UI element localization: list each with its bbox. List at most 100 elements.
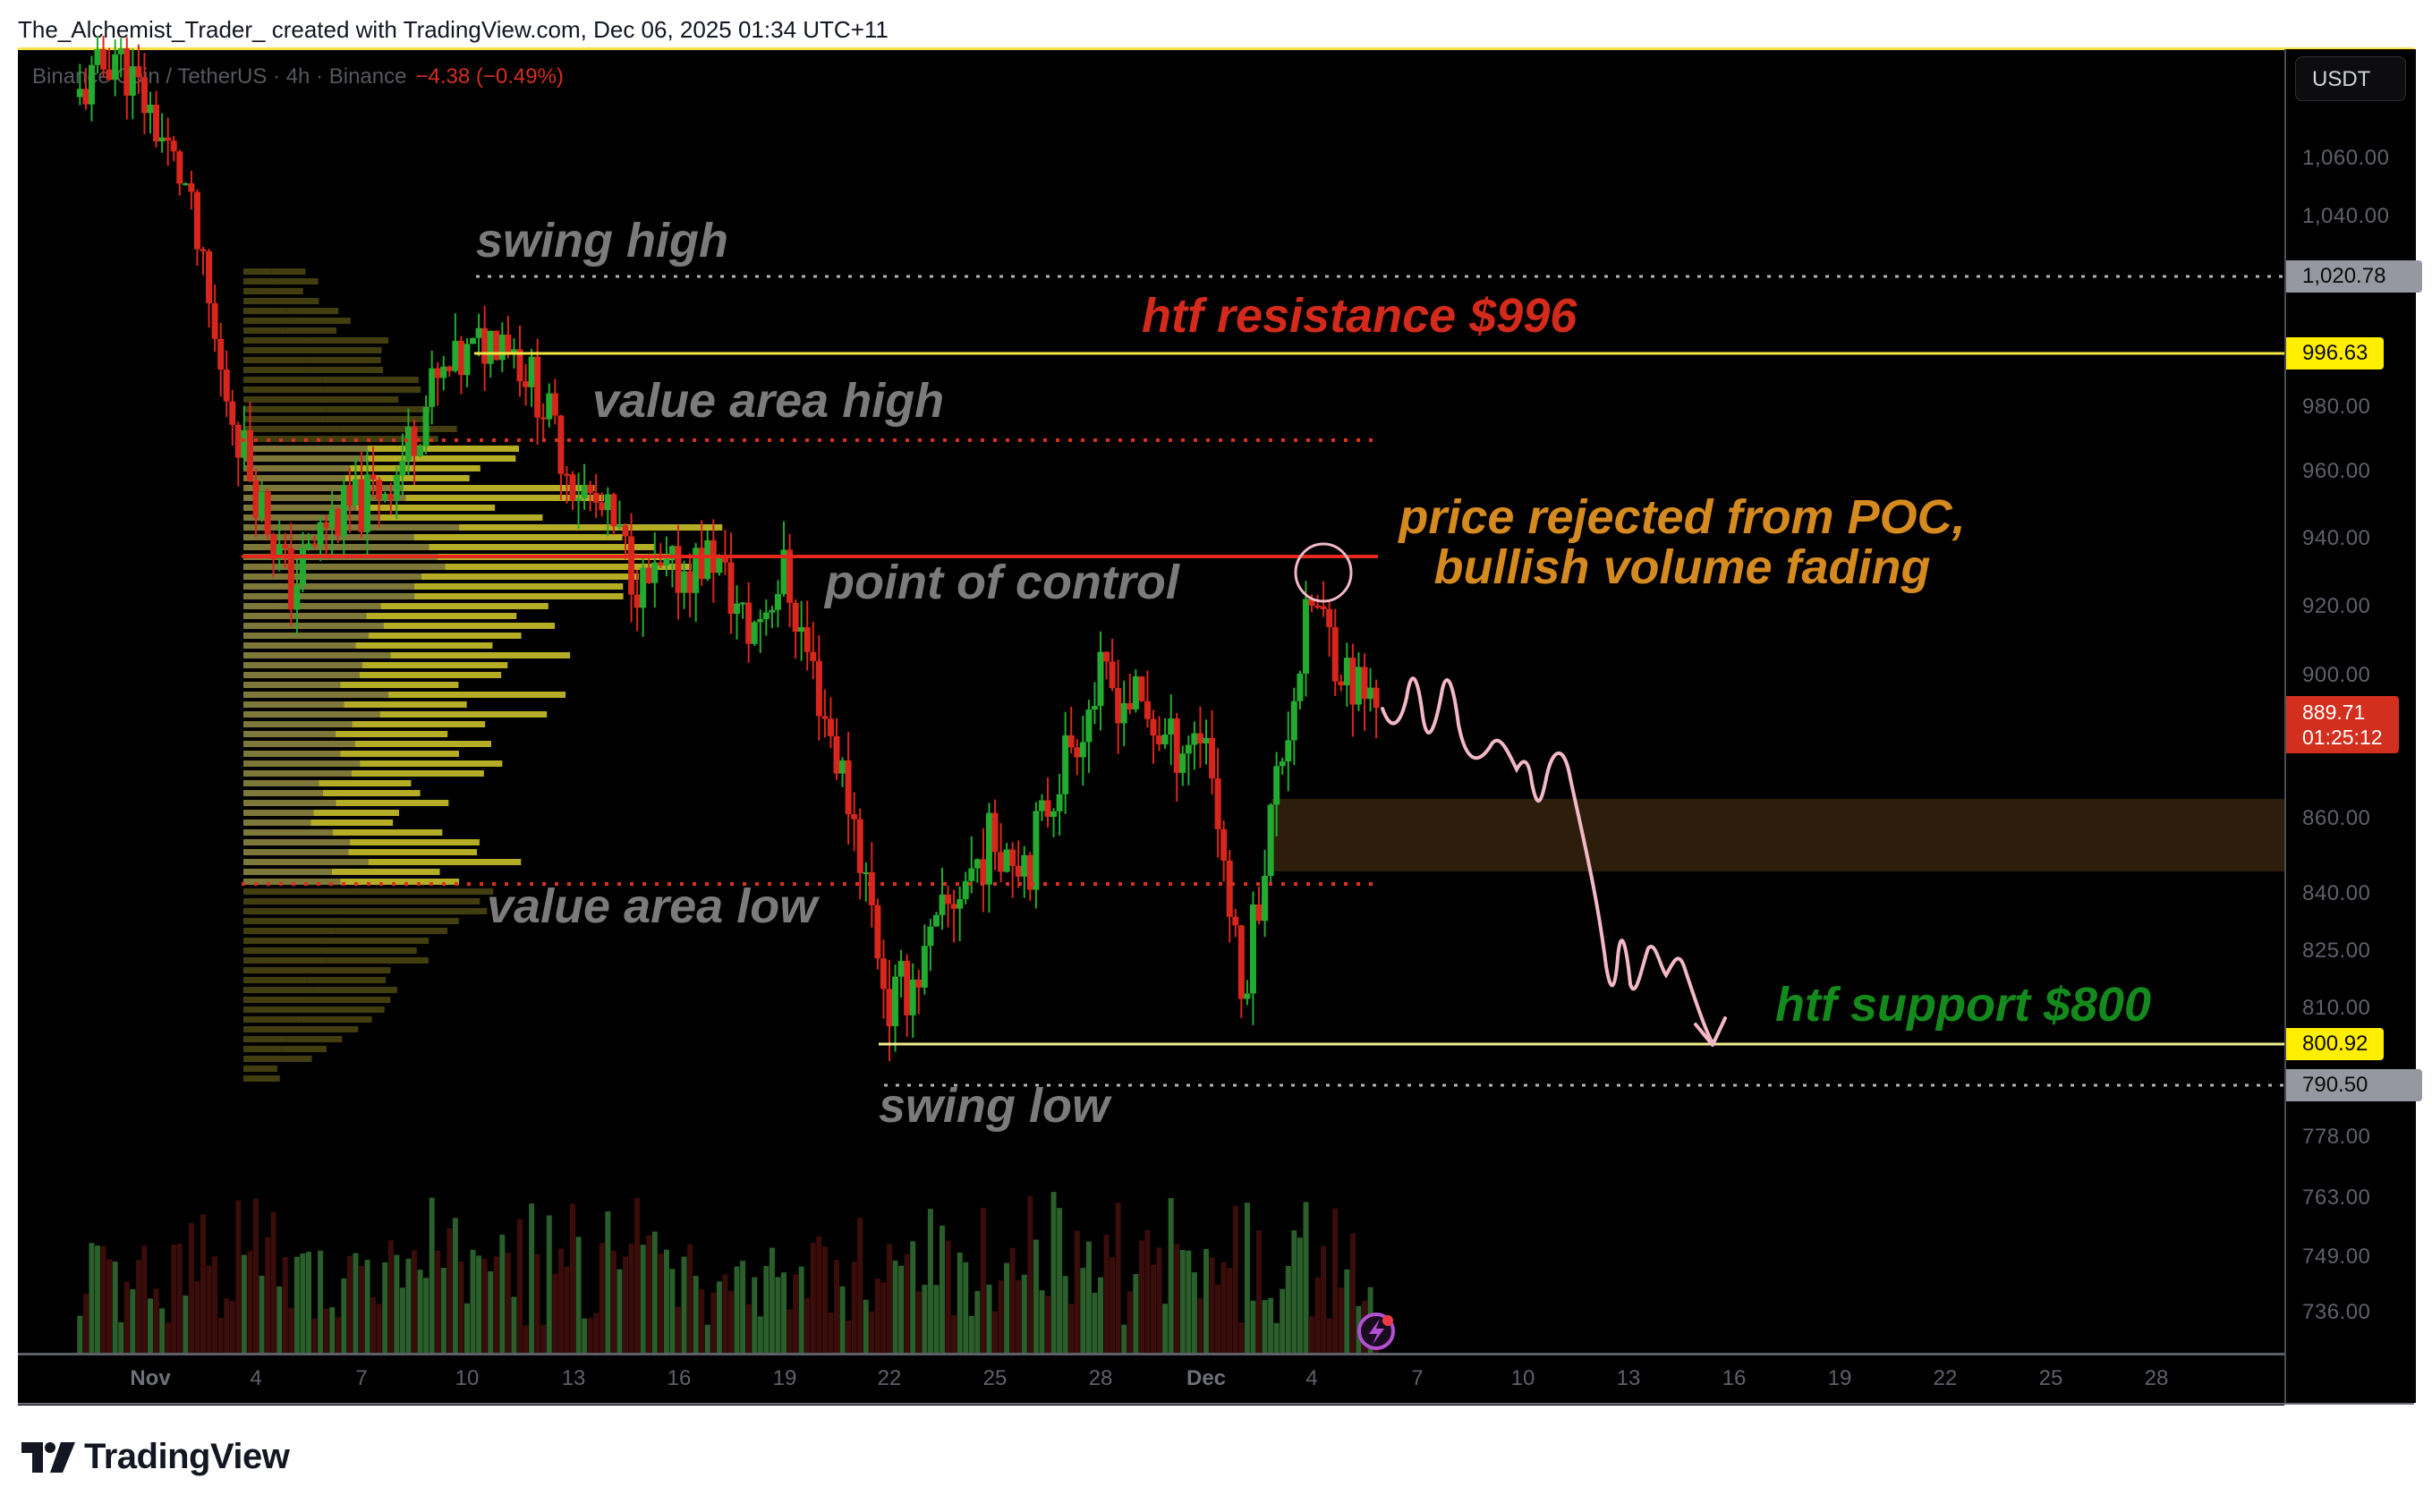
candle-body[interactable] — [352, 479, 359, 505]
candle-body[interactable] — [880, 958, 887, 990]
candle-body[interactable] — [493, 330, 500, 361]
candle-body[interactable] — [932, 914, 940, 927]
candle-body[interactable] — [100, 48, 107, 70]
candle-body[interactable] — [1103, 651, 1110, 662]
candle-body[interactable] — [845, 760, 852, 815]
candle-body[interactable] — [628, 536, 635, 595]
candle-body[interactable] — [569, 474, 576, 501]
candle-body[interactable] — [241, 429, 248, 458]
candle-body[interactable] — [1026, 854, 1033, 890]
candle-body[interactable] — [1326, 608, 1333, 627]
annotation-swing-low[interactable]: swing low — [879, 1079, 1110, 1133]
candle-body[interactable] — [798, 627, 805, 633]
candle-body[interactable] — [1367, 687, 1374, 700]
candle-body[interactable] — [909, 979, 916, 1015]
candle-body[interactable] — [217, 338, 225, 370]
candle-body[interactable] — [76, 89, 83, 98]
candle-body[interactable] — [147, 105, 154, 114]
candle-body[interactable] — [868, 871, 875, 905]
candle-body[interactable] — [1267, 804, 1274, 876]
tradingview-logo[interactable]: TradingView — [21, 1437, 290, 1477]
candle-body[interactable] — [698, 548, 705, 580]
candle-body[interactable] — [1038, 800, 1045, 811]
candle-body[interactable] — [153, 105, 160, 142]
annotation-value-area-high[interactable]: value area high — [592, 374, 945, 428]
candle-body[interactable] — [1220, 828, 1228, 861]
candle-body[interactable] — [135, 66, 142, 78]
price-tag-swing-low[interactable]: 790.50 — [2286, 1069, 2422, 1101]
candle-body[interactable] — [557, 415, 565, 474]
candle-body[interactable] — [534, 356, 541, 418]
candle-body[interactable] — [1226, 860, 1233, 917]
candle-body[interactable] — [622, 525, 629, 537]
candle-body[interactable] — [523, 381, 530, 387]
candle-body[interactable] — [229, 401, 236, 425]
candle-body[interactable] — [528, 356, 535, 387]
candle-body[interactable] — [346, 485, 353, 505]
candle-body[interactable] — [892, 976, 899, 1027]
candle-body[interactable] — [856, 819, 863, 873]
candle-body[interactable] — [991, 812, 999, 853]
candle-body[interactable] — [1273, 766, 1280, 805]
candle-body[interactable] — [305, 543, 312, 548]
candle-body[interactable] — [1262, 875, 1269, 922]
candle-body[interactable] — [287, 548, 294, 610]
candle-body[interactable] — [206, 251, 213, 303]
candle-body[interactable] — [381, 494, 388, 500]
candle-body[interactable] — [1056, 794, 1063, 811]
candle-body[interactable] — [833, 735, 840, 774]
candle-body[interactable] — [1091, 706, 1098, 710]
candle-body[interactable] — [376, 480, 383, 500]
candle-body[interactable] — [475, 327, 482, 338]
candle-body[interactable] — [1214, 778, 1221, 829]
candle-body[interactable] — [1109, 661, 1116, 689]
candle-body[interactable] — [1355, 667, 1362, 705]
candle-body[interactable] — [1196, 733, 1203, 743]
candle-body[interactable] — [640, 567, 647, 608]
candle-body[interactable] — [1279, 761, 1286, 767]
candle-body[interactable] — [610, 494, 617, 527]
candle-body[interactable] — [546, 393, 553, 420]
candle-body[interactable] — [404, 426, 412, 461]
candle-body[interactable] — [945, 894, 952, 905]
candle-body[interactable] — [616, 525, 623, 528]
candle-body[interactable] — [94, 48, 101, 65]
candle-body[interactable] — [897, 961, 905, 977]
candle-body[interactable] — [1249, 904, 1256, 994]
candle-body[interactable] — [1290, 701, 1297, 741]
candle-body[interactable] — [980, 859, 987, 885]
candle-body[interactable] — [387, 494, 395, 500]
candle-body[interactable] — [915, 979, 923, 988]
candle-body[interactable] — [1050, 811, 1058, 818]
candle-body[interactable] — [716, 556, 723, 573]
candle-body[interactable] — [927, 926, 934, 947]
candle-body[interactable] — [165, 137, 172, 141]
candle-body[interactable] — [1085, 709, 1093, 743]
candle-body[interactable] — [176, 151, 183, 184]
candle-body[interactable] — [1115, 688, 1122, 724]
candle-body[interactable] — [106, 69, 113, 81]
candle-body[interactable] — [1349, 658, 1356, 705]
candle-body[interactable] — [282, 544, 289, 548]
candle-body[interactable] — [252, 480, 259, 518]
candle-body[interactable] — [863, 871, 870, 874]
candle-body[interactable] — [481, 327, 489, 364]
projected-price-path[interactable] — [1381, 676, 1714, 1045]
candle-body[interactable] — [1361, 667, 1368, 700]
currency-button[interactable]: USDT — [2295, 56, 2406, 101]
candle-body[interactable] — [88, 64, 95, 105]
candle-body[interactable] — [1209, 737, 1216, 779]
candle-body[interactable] — [1237, 925, 1245, 999]
candle-body[interactable] — [1097, 651, 1104, 707]
candle-body[interactable] — [1156, 735, 1163, 745]
candle-body[interactable] — [498, 335, 506, 361]
candle-body[interactable] — [874, 905, 881, 959]
candle-body[interactable] — [815, 660, 822, 717]
demand-zone-rectangle[interactable] — [1271, 799, 2284, 871]
candle-body[interactable] — [234, 424, 242, 458]
candle-body[interactable] — [82, 89, 89, 105]
candle-body[interactable] — [1302, 599, 1309, 674]
candle-body[interactable] — [657, 562, 664, 566]
candle-body[interactable] — [463, 344, 471, 376]
